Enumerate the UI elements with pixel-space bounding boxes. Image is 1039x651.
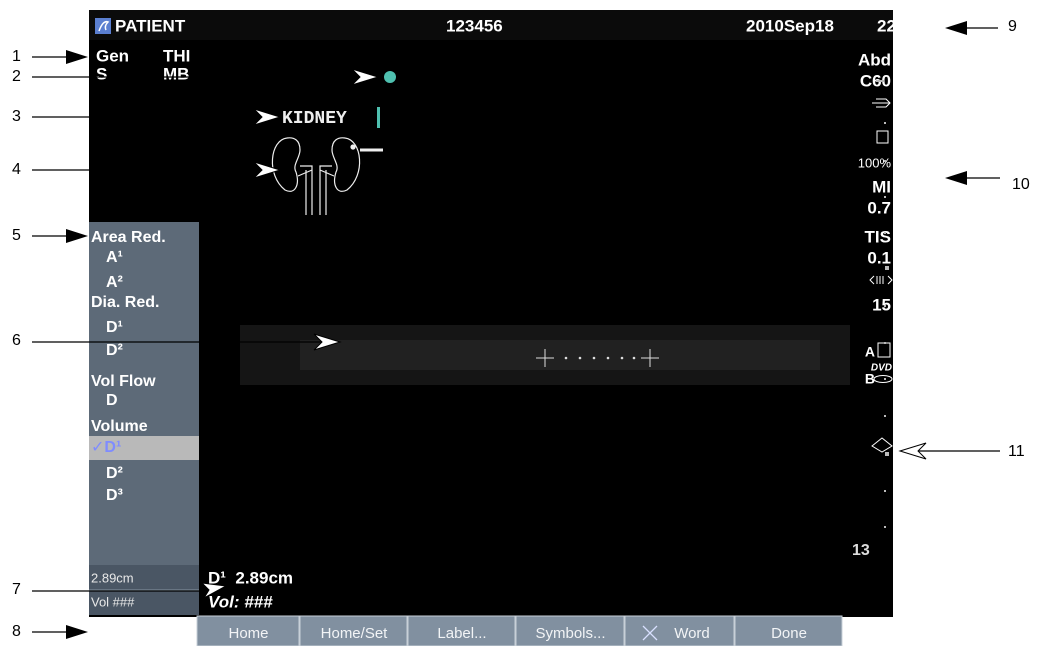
softkey-label[interactable]: Done <box>771 625 807 642</box>
mi-label: MI <box>872 177 891 196</box>
callout-number: 5 <box>12 227 21 244</box>
page: Area Red. A¹ A² Dia. Red. D¹ D² Vol Flow D Volum… <box>0 0 1039 646</box>
menu-item[interactable]: D¹ <box>106 319 123 336</box>
result-volume: Vol ### <box>91 594 135 609</box>
logo-icon <box>95 18 111 34</box>
measurement: D¹ 2.89cm <box>208 568 293 587</box>
depth: 13 <box>852 542 870 559</box>
callout-number: 3 <box>12 108 21 125</box>
patient-name: PATIENT <box>115 16 186 35</box>
orientation-marker <box>384 71 396 83</box>
softkey-label[interactable]: Home <box>228 625 268 642</box>
callout-number: 2 <box>12 68 21 85</box>
result-distance: 2.89cm <box>91 570 134 585</box>
clip-value: 15 <box>872 295 891 314</box>
menu-item[interactable]: Dia. Red. <box>91 294 159 311</box>
callout-number: 4 <box>12 161 21 178</box>
menu-item[interactable]: Vol Flow <box>91 373 156 390</box>
menu-item[interactable]: D³ <box>106 487 123 504</box>
status-left: S <box>96 64 107 83</box>
storage: 100% <box>858 155 892 170</box>
callout-number: 11 <box>1008 443 1025 460</box>
menu-item[interactable]: ✓D¹ <box>91 439 121 456</box>
measurement: Vol: ### <box>208 592 273 611</box>
menu-item[interactable]: D² <box>106 465 123 482</box>
softkey-label[interactable]: Word <box>674 625 710 642</box>
softkey-label[interactable]: Home/Set <box>321 625 389 642</box>
softkey-label[interactable]: Label... <box>437 625 486 642</box>
softkey-bar: Home Home/Set Label... Symbols... Word Done <box>197 616 842 646</box>
menu-item[interactable]: A¹ <box>106 249 123 266</box>
menu-item[interactable]: A² <box>106 274 123 291</box>
text-cursor <box>377 107 380 128</box>
callout-number: 8 <box>12 623 21 640</box>
date: 2010Sep18 <box>746 16 834 35</box>
menu-item[interactable]: D² <box>106 342 123 359</box>
dvd: DVD <box>871 363 892 374</box>
status-left: THI <box>163 46 190 65</box>
time: 22:45 <box>877 16 920 35</box>
transducer: C60 <box>860 71 891 90</box>
callout-number: 1 <box>12 48 21 65</box>
image-speckle <box>300 340 820 370</box>
callout-number: 7 <box>12 581 21 598</box>
printer-a: A <box>865 344 875 360</box>
annotation: KIDNEY <box>282 109 347 129</box>
mi-value: 0.7 <box>867 198 891 217</box>
tis-label: TIS <box>865 227 891 246</box>
tis-value: 0.1 <box>867 248 891 267</box>
patient-id: 123456 <box>446 16 503 35</box>
exam: Abd <box>858 50 891 69</box>
callout-number: 6 <box>12 332 21 349</box>
callout-number: 9 <box>1008 18 1017 35</box>
callout-number: 10 <box>1012 176 1030 193</box>
softkey-label[interactable]: Symbols... <box>535 625 605 642</box>
status-left: Gen <box>96 46 129 65</box>
menu-item[interactable]: Volume <box>91 418 148 435</box>
menu-item[interactable]: Area Red. <box>91 229 166 246</box>
status-left: MB <box>163 64 189 83</box>
screenshot: Area Red. A¹ A² Dia. Red. D¹ D² Vol Flow D Volum… <box>0 0 1039 646</box>
menu-item[interactable]: D <box>106 392 118 409</box>
screen <box>89 10 893 617</box>
